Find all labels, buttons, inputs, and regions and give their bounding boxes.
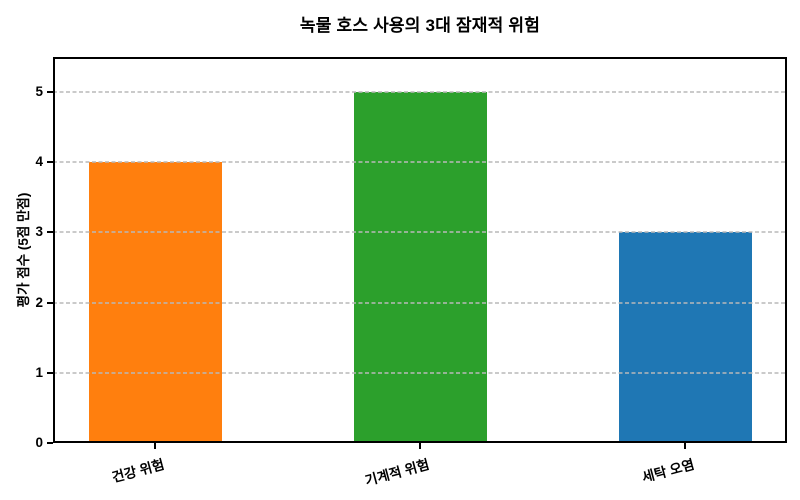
x-tick-label-2: 기계적 위험 [363, 456, 431, 489]
y-tick-label-5: 5 [35, 84, 43, 100]
plot-area [53, 57, 787, 443]
gridline-y-3 [53, 231, 787, 234]
y-tick-mark-2 [47, 301, 53, 304]
x-tick-mark-2 [419, 443, 421, 449]
gridline-y-2 [53, 301, 787, 304]
chart-title: 녹물 호스 사용의 3대 잠재적 위험 [299, 16, 541, 35]
x-tick-label-1: 건강 위험 [110, 456, 166, 486]
gridline-y-4 [53, 161, 787, 164]
bar-세탁 오염 [618, 232, 752, 443]
gridline-y-1 [53, 371, 787, 374]
y-tick-mark-4 [47, 161, 53, 164]
x-tick-label-3: 세탁 오염 [640, 456, 696, 486]
y-tick-mark-1 [47, 371, 53, 374]
y-tick-label-1: 1 [35, 364, 43, 380]
gridline-y-5 [53, 91, 787, 94]
y-tick-mark-0 [47, 442, 53, 444]
bar-기계적 위험 [353, 92, 487, 443]
y-axis-label: 평가 점수 (5점 만점) [16, 192, 31, 308]
y-tick-label-0: 0 [35, 435, 43, 450]
y-tick-label-2: 2 [35, 294, 43, 310]
x-tick-mark-1 [154, 443, 156, 449]
y-tick-mark-3 [47, 231, 53, 234]
x-tick-mark-3 [684, 443, 686, 449]
y-tick-mark-5 [47, 91, 53, 94]
y-tick-label-3: 3 [35, 224, 43, 240]
y-tick-label-4: 4 [35, 154, 43, 170]
